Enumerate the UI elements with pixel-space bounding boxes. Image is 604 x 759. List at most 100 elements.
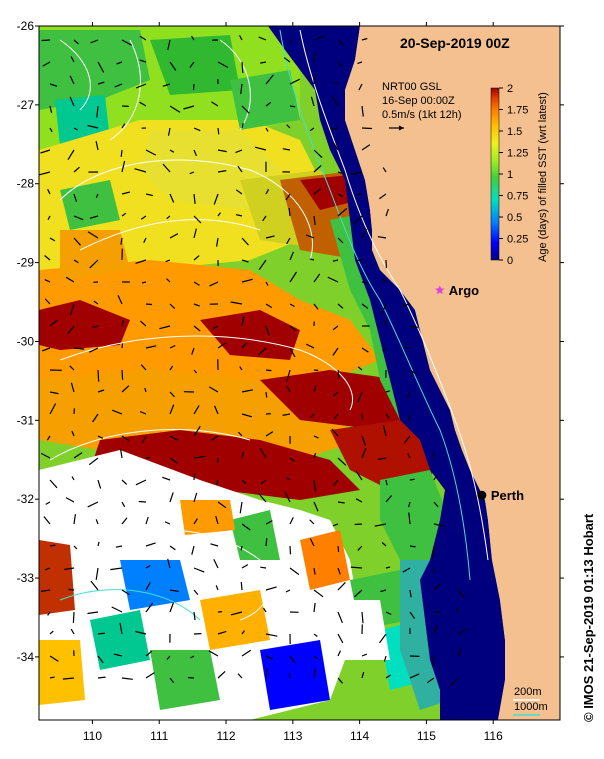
current-vector [138,500,147,503]
current-vector [289,655,296,664]
current-vector [382,278,387,283]
current-vector [265,303,273,309]
current-vector [409,325,418,328]
colorbar-tick-label: 2 [507,83,513,95]
lat-tick-label: -34 [17,650,35,664]
current-vector [353,589,363,598]
current-vector [116,61,123,65]
current-vector [87,124,99,129]
current-vector [385,674,392,679]
map-markers: Argo Perth [435,283,524,503]
current-vector [289,303,295,308]
current-vector [140,320,147,327]
current-vector [208,386,219,393]
current-vector [286,477,291,481]
current-vector [313,188,322,195]
current-vector [265,586,277,591]
current-vector [119,622,123,635]
colorbar-tick-label: 0 [507,255,513,267]
current-vector [337,237,344,244]
marker-label-perth: Perth [491,488,524,503]
current-vector [288,673,291,679]
current-vector [49,127,53,133]
current-vector [241,389,254,393]
current-vector [97,389,105,393]
current-vector [313,215,316,226]
current-vector [309,258,315,261]
current-vector [313,633,318,637]
current-vector [379,193,387,200]
current-vector [289,105,296,108]
current-vector [337,39,344,46]
current-vector [217,212,221,217]
current-vector [208,650,219,657]
current-vector [354,523,363,526]
current-vector [121,517,128,525]
current-vector [265,391,268,398]
current-vector [408,413,411,422]
current-vector [433,624,439,635]
current-vector [241,105,250,114]
current-vector [216,237,219,247]
current-vector [241,413,253,418]
current-vector [166,655,171,660]
current-vector [43,516,51,525]
current-vector [237,165,243,173]
current-vector [426,677,435,684]
current-vector [337,545,340,552]
current-vector [286,124,291,129]
current-vector [169,677,175,684]
current-vector [215,585,219,591]
current-vector [289,545,292,555]
current-vector [241,278,253,283]
current-vector [121,589,130,596]
current-vector [110,567,123,571]
current-vector [289,251,295,261]
current-vector [313,453,317,459]
current-vector [401,303,411,307]
current-vector [191,347,195,355]
current-vector [313,164,322,173]
current-vector [162,83,171,87]
current-vector [73,514,76,525]
current-vector [355,193,363,196]
current-vector [144,387,147,393]
current-vector [169,303,176,310]
current-vector [357,366,363,371]
current-vector [313,667,317,679]
current-vector [260,566,267,569]
current-vector [403,435,411,444]
current-vector [193,303,200,307]
colorbar-tick-label: 1 [507,169,513,181]
current-vector [380,589,387,593]
current-vector [95,140,99,151]
current-vector [135,479,147,486]
current-vector [49,544,56,547]
current-vector [285,589,291,593]
current-vector [313,273,321,283]
current-vector [121,319,124,327]
current-vector [289,567,300,575]
current-vector [145,345,157,349]
current-vector [284,491,291,503]
current-vector [169,149,175,153]
current-vector [289,517,294,525]
current-vector [309,519,315,525]
current-vector [49,391,59,395]
current-vector [47,611,51,616]
current-vector [431,655,435,667]
current-vector [241,316,245,327]
current-vector [210,543,219,547]
current-vector [265,431,274,437]
current-vector [337,677,344,684]
current-vector [217,61,229,69]
current-vector [379,633,387,644]
current-vector [44,567,51,571]
isobath-legend: 200m 1000m [513,686,548,716]
current-vector [433,523,445,527]
current-vector [333,479,339,487]
current-vector [313,303,319,310]
current-vector [313,479,317,492]
current-vector [265,281,269,286]
longitude-axis: 110 111 112 113 114 115 116 [83,22,503,743]
